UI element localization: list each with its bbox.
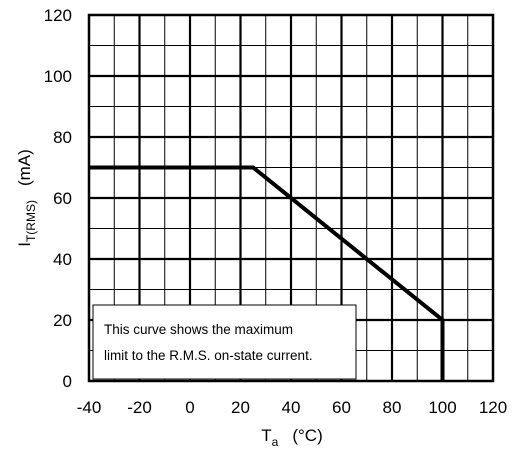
y-tick-label: 20 (53, 311, 72, 330)
annotation-line-2: limit to the R.M.S. on-state current. (104, 348, 313, 363)
series-layer (89, 165, 445, 381)
x-axis-title: Ta (°C) (261, 426, 322, 449)
x-tick-label: 60 (332, 398, 351, 417)
tick-labels: -40 -20 0 20 40 60 80 100 120 0 20 40 60 80 100 120 (44, 6, 508, 417)
x-tick-label: 120 (479, 398, 507, 417)
y-tick-label: 0 (63, 372, 72, 391)
y-tick-label: 120 (44, 6, 72, 25)
y-tick-label: 100 (44, 67, 72, 86)
y-axis-title-sub: T(RMS) (24, 200, 38, 242)
x-tick-label: 40 (282, 398, 301, 417)
x-axis-title-sub: a (272, 435, 279, 449)
y-tick-label: 60 (53, 189, 72, 208)
x-tick-label: 0 (185, 398, 194, 417)
annotation-line-1: This curve shows the maximum (104, 322, 293, 337)
y-tick-label: 80 (53, 128, 72, 147)
x-tick-label: 20 (231, 398, 250, 417)
y-tick-label: 40 (53, 250, 72, 269)
x-axis-title-main: T (261, 426, 271, 445)
x-axis-title-unit: (°C) (292, 426, 322, 445)
annotation-box: This curve shows the maximum limit to th… (92, 304, 357, 380)
y-axis-title-unit: (mA) (15, 149, 34, 186)
x-tick-label: 100 (428, 398, 456, 417)
x-tick-label: 80 (383, 398, 402, 417)
y-axis-title-main: I (15, 242, 34, 247)
plot-frame (87, 13, 495, 383)
annotation-background (92, 304, 357, 380)
y-axis-title: IT(RMS) (mA) (15, 149, 38, 247)
x-tick-label: -40 (77, 398, 102, 417)
series-line-1 (89, 165, 445, 381)
x-tick-label: -20 (127, 398, 152, 417)
